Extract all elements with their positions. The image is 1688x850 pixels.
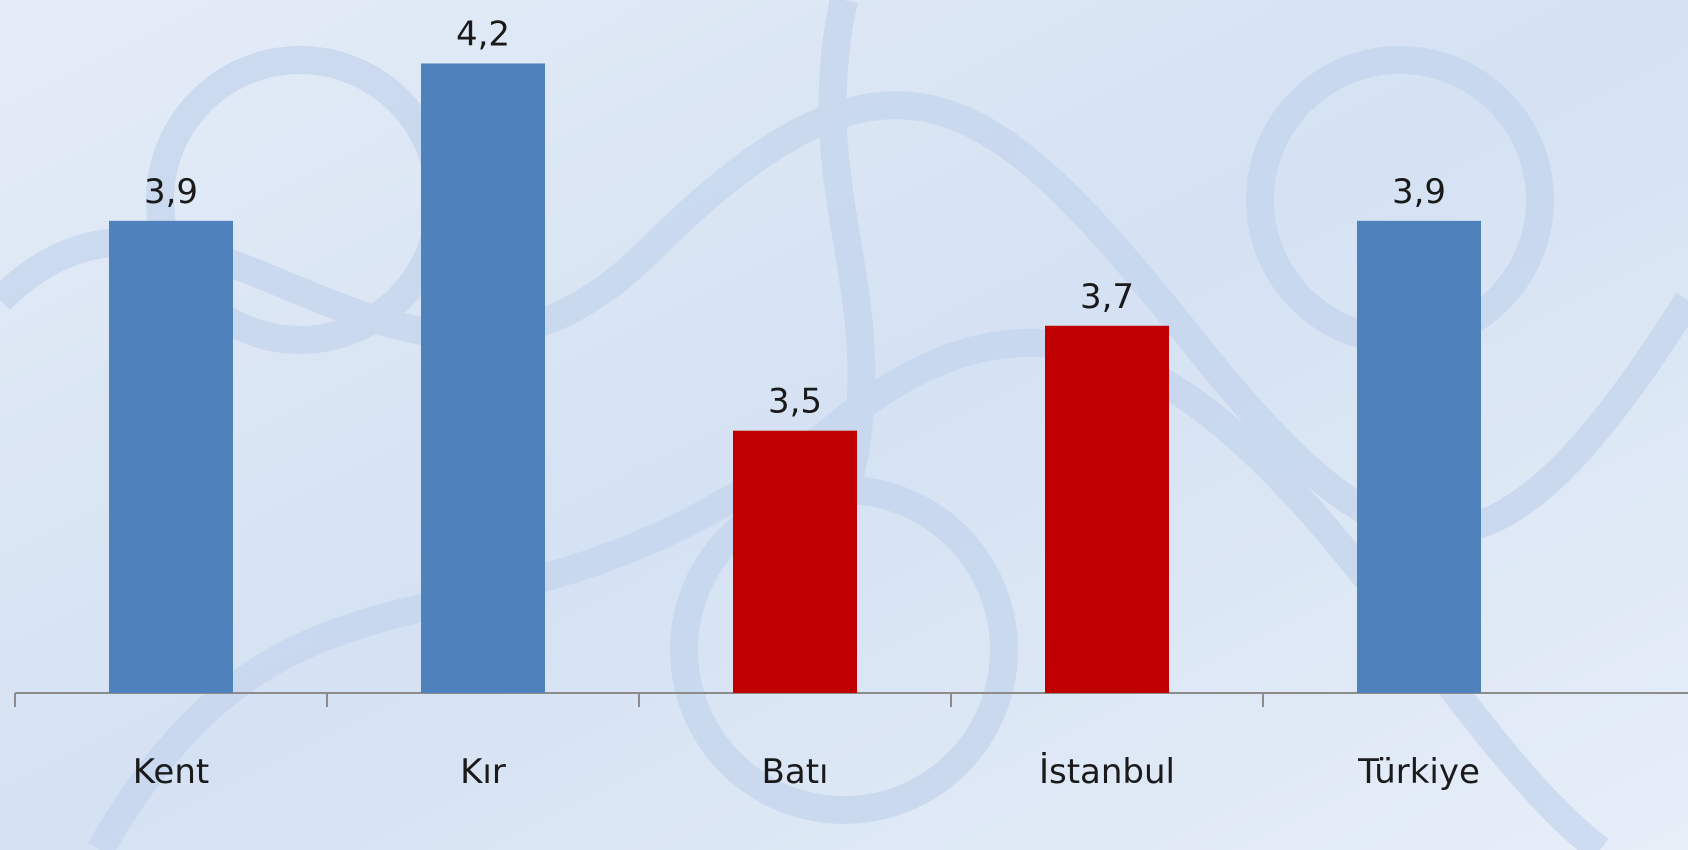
- bar: [421, 63, 545, 693]
- bar: [109, 220, 233, 693]
- x-tick-label: Kent: [133, 752, 209, 792]
- bar: [733, 430, 857, 693]
- x-tick-label: İstanbul: [1039, 752, 1175, 792]
- bar: [1045, 325, 1169, 693]
- data-label: 3,5: [768, 382, 822, 422]
- bar: [1357, 220, 1481, 693]
- data-label: 4,2: [456, 14, 510, 54]
- data-label: 3,7: [1080, 277, 1134, 317]
- x-tick-label: Kır: [460, 752, 506, 792]
- data-label: 3,9: [1392, 172, 1446, 212]
- data-label: 3,9: [144, 172, 198, 212]
- x-tick-label: Türkiye: [1357, 752, 1480, 792]
- x-tick-label: Batı: [762, 752, 829, 792]
